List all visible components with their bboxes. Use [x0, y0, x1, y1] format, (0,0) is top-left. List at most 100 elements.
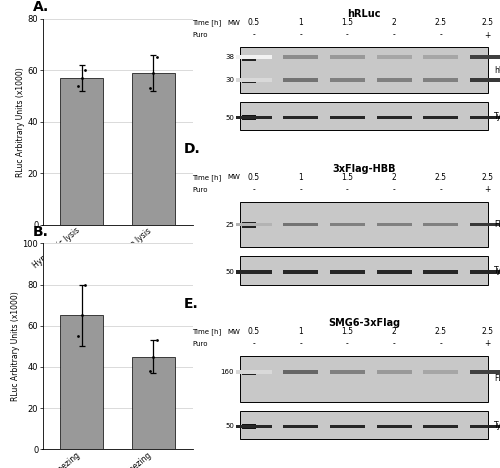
Bar: [242, 424, 256, 429]
Bar: [242, 370, 256, 375]
Bar: [236, 370, 272, 374]
Text: 2.5: 2.5: [482, 327, 494, 336]
Bar: [236, 424, 272, 428]
Text: D.: D.: [184, 142, 200, 156]
Bar: [470, 116, 500, 119]
Bar: [60, 78, 103, 225]
Bar: [330, 55, 365, 59]
Text: A.: A.: [32, 0, 49, 14]
Text: Puro: Puro: [192, 187, 208, 192]
Text: Time [h]: Time [h]: [192, 20, 222, 26]
Bar: [283, 223, 318, 227]
Text: Time [h]: Time [h]: [192, 174, 222, 181]
Bar: [240, 356, 488, 402]
Text: -: -: [252, 30, 256, 40]
Bar: [376, 116, 412, 119]
Bar: [424, 223, 458, 227]
Bar: [242, 115, 256, 120]
Text: +: +: [484, 185, 491, 194]
Bar: [242, 270, 256, 274]
Text: MW: MW: [228, 329, 240, 335]
Bar: [376, 223, 412, 227]
Bar: [330, 370, 365, 374]
Text: -: -: [393, 30, 396, 40]
Text: 2.5: 2.5: [482, 18, 494, 28]
Bar: [470, 270, 500, 274]
Text: 2: 2: [392, 173, 396, 182]
Bar: [376, 370, 412, 374]
Text: -: -: [300, 339, 302, 349]
Text: 50: 50: [225, 115, 234, 121]
Bar: [283, 78, 318, 82]
Bar: [424, 424, 458, 428]
Text: -: -: [440, 185, 442, 194]
Bar: [240, 47, 488, 93]
Text: hRLuc: hRLuc: [347, 9, 380, 19]
Text: 30: 30: [225, 77, 234, 83]
Bar: [470, 55, 500, 59]
Bar: [376, 78, 412, 82]
Text: 38: 38: [225, 54, 234, 60]
Text: B.: B.: [32, 225, 48, 239]
Text: +: +: [484, 30, 491, 40]
Text: MW: MW: [228, 175, 240, 180]
Text: 1.5: 1.5: [342, 173, 353, 182]
Bar: [470, 424, 500, 428]
Y-axis label: RLuc Arbitrary Units (x1000): RLuc Arbitrary Units (x1000): [11, 292, 20, 401]
Bar: [132, 73, 174, 225]
Text: FLAG: FLAG: [494, 220, 500, 229]
Text: -: -: [440, 339, 442, 349]
Text: 1: 1: [298, 327, 303, 336]
Text: 2: 2: [392, 18, 396, 28]
Bar: [240, 202, 488, 247]
Bar: [242, 78, 256, 83]
Text: Time [h]: Time [h]: [192, 329, 222, 335]
Text: 25: 25: [226, 221, 234, 227]
Bar: [330, 78, 365, 82]
Text: 2.5: 2.5: [482, 173, 494, 182]
Text: FLAG: FLAG: [494, 374, 500, 383]
Text: 0.5: 0.5: [248, 18, 260, 28]
Text: -: -: [300, 30, 302, 40]
Text: MW: MW: [228, 20, 240, 26]
Text: 50: 50: [225, 424, 234, 430]
Bar: [424, 55, 458, 59]
Bar: [236, 55, 272, 59]
Text: 2.5: 2.5: [435, 18, 447, 28]
Text: 3xFlag-HBB: 3xFlag-HBB: [332, 164, 396, 174]
Text: 1.5: 1.5: [342, 18, 353, 28]
Bar: [236, 223, 272, 227]
Text: -: -: [252, 185, 256, 194]
Bar: [242, 222, 256, 228]
Bar: [240, 411, 488, 439]
Bar: [424, 370, 458, 374]
Text: -: -: [393, 339, 396, 349]
Bar: [470, 223, 500, 227]
Text: 1: 1: [298, 173, 303, 182]
Bar: [376, 270, 412, 274]
Text: 1: 1: [298, 18, 303, 28]
Y-axis label: RLuc Arbitrary Units (x1000): RLuc Arbitrary Units (x1000): [16, 67, 25, 176]
Bar: [330, 424, 365, 428]
Text: Puro: Puro: [192, 32, 208, 38]
Text: -: -: [346, 30, 349, 40]
Bar: [330, 270, 365, 274]
Text: -: -: [346, 185, 349, 194]
Text: E.: E.: [184, 297, 198, 311]
Bar: [132, 357, 174, 449]
Text: +: +: [484, 339, 491, 349]
Bar: [283, 116, 318, 119]
Bar: [236, 270, 272, 274]
Text: 50: 50: [225, 269, 234, 275]
Text: -: -: [252, 339, 256, 349]
Bar: [236, 116, 272, 119]
Text: -: -: [393, 185, 396, 194]
Bar: [424, 270, 458, 274]
Bar: [376, 55, 412, 59]
Text: 2.5: 2.5: [435, 327, 447, 336]
Bar: [240, 102, 488, 130]
Text: Puro: Puro: [192, 341, 208, 347]
Text: 2: 2: [392, 327, 396, 336]
Text: -: -: [300, 185, 302, 194]
Text: 0.5: 0.5: [248, 327, 260, 336]
